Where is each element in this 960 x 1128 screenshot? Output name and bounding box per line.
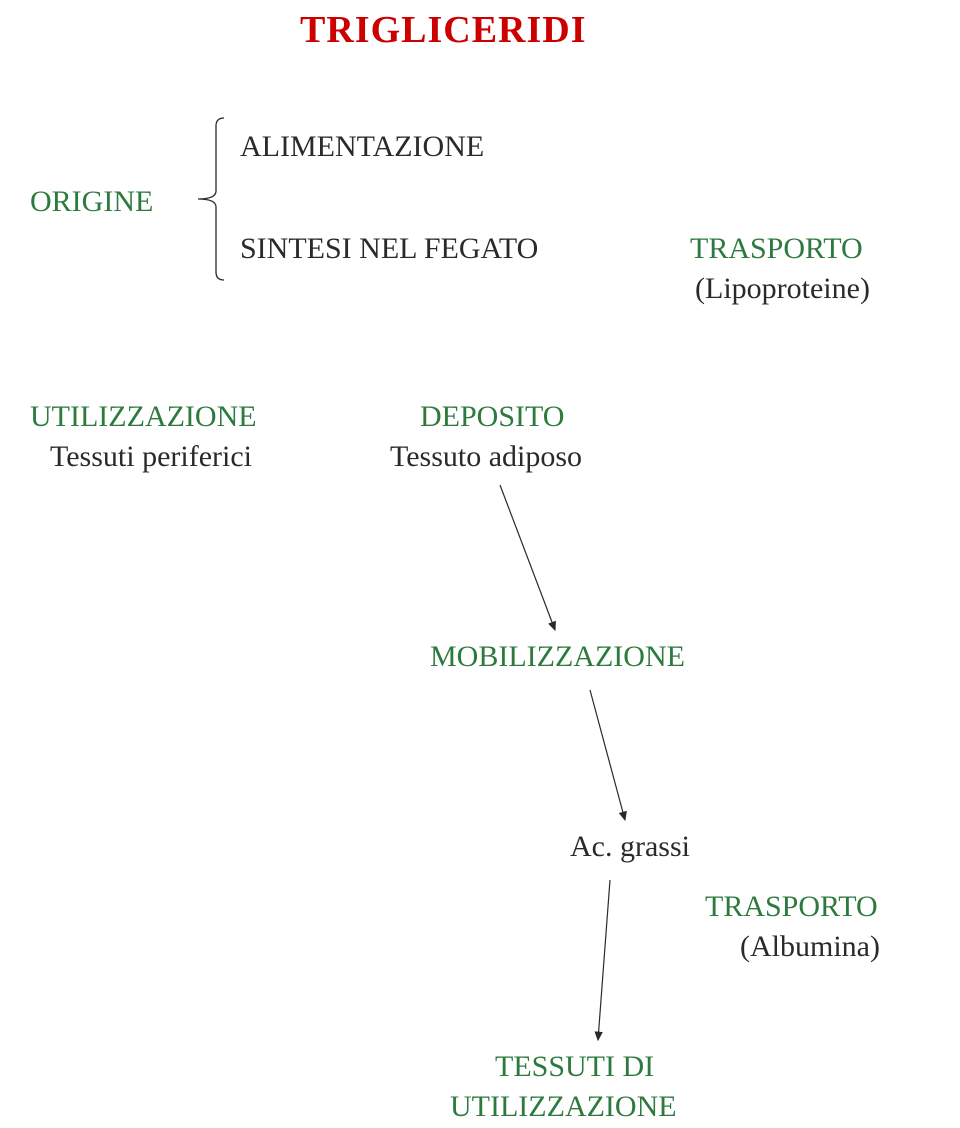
arrow-acgrassi-tessuti (598, 880, 610, 1040)
node-trasporto2-line1: TRASPORTO (705, 890, 878, 924)
curly-bracket (198, 118, 224, 280)
arrow-mobil-acgrassi (590, 690, 625, 820)
node-trasporto1-line2: (Lipoproteine) (695, 272, 870, 306)
node-utilizzazione-line1: UTILIZZAZIONE (30, 400, 257, 434)
node-sintesi: SINTESI NEL FEGATO (240, 232, 538, 266)
node-acgrassi: Ac. grassi (570, 830, 690, 864)
node-trasporto1-line1: TRASPORTO (690, 232, 863, 266)
page-title: TRIGLICERIDI (300, 8, 587, 52)
node-trasporto2-line2: (Albumina) (740, 930, 880, 964)
node-utilizzazione-line2: Tessuti periferici (50, 440, 252, 474)
node-deposito-line2: Tessuto adiposo (390, 440, 582, 474)
node-origine: ORIGINE (30, 185, 153, 219)
arrow-deposito-mobil (500, 485, 555, 630)
node-mobilizzazione: MOBILIZZAZIONE (430, 640, 685, 674)
node-tessutidi-line1: TESSUTI DI (495, 1050, 654, 1084)
node-tessutidi-line2: UTILIZZAZIONE (450, 1090, 677, 1124)
node-alimentazione: ALIMENTAZIONE (240, 130, 484, 164)
node-deposito-line1: DEPOSITO (420, 400, 564, 434)
